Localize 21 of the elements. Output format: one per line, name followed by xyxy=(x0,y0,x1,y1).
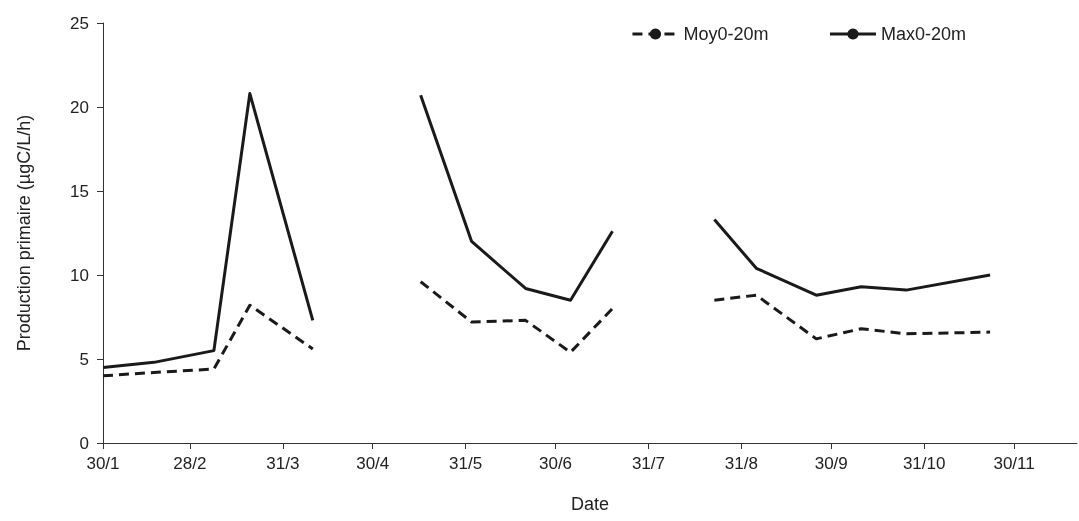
x-tick-label: 31/7 xyxy=(631,454,665,473)
y-tick-label: 15 xyxy=(70,181,89,201)
y-axis-title: Production primaire (µgC/L/h) xyxy=(14,114,34,352)
y-tick-label: 25 xyxy=(70,13,89,33)
legend-label: Moy0-20m xyxy=(683,24,769,44)
x-tick-label: 30/6 xyxy=(538,454,573,473)
x-tick-label: 31/8 xyxy=(724,454,758,473)
x-tick-label: 31/5 xyxy=(449,454,483,473)
x-tick-label: 30/4 xyxy=(356,454,390,473)
x-tick-label: 30/1 xyxy=(86,454,120,473)
y-tick-label: 5 xyxy=(79,349,89,369)
y-tick-label: 10 xyxy=(70,265,89,285)
x-tick-label: 30/11 xyxy=(993,454,1035,473)
y-tick-label: 0 xyxy=(79,433,89,453)
x-tick-label: 31/3 xyxy=(266,454,300,473)
legend-label: Max0-20m xyxy=(880,24,967,44)
x-tick-label: 28/2 xyxy=(173,454,207,473)
x-tick-label: 31/10 xyxy=(902,454,946,473)
x-axis-title: Date xyxy=(570,494,610,514)
y-tick-label: 20 xyxy=(70,97,89,117)
x-tick-label: 30/9 xyxy=(814,454,848,473)
